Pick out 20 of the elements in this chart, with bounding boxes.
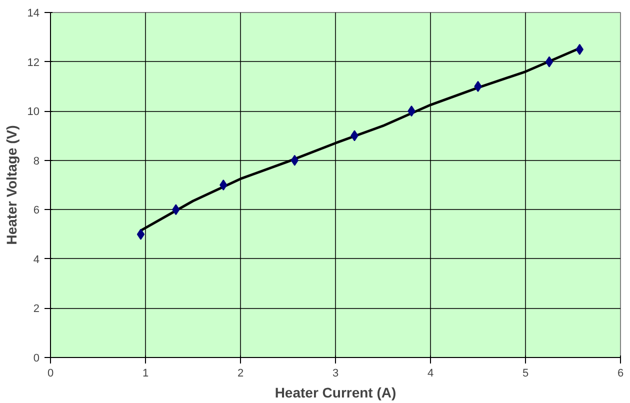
y-tick-label: 14 — [27, 8, 40, 20]
x-tick-label: 3 — [332, 368, 339, 380]
x-tick-label: 5 — [522, 368, 529, 380]
y-tick-label: 0 — [33, 352, 40, 364]
point — [136, 228, 145, 240]
y-tick-label: 12 — [27, 56, 40, 69]
y-tick-label: 8 — [33, 155, 40, 168]
y-tick-label: 4 — [33, 254, 40, 266]
y-tick-label: 10 — [27, 106, 40, 118]
y-tick-label: 6 — [33, 204, 40, 217]
x-tick-label: 1 — [142, 368, 149, 380]
y-tick-label: 2 — [33, 303, 40, 316]
x-tick-label: 2 — [237, 368, 244, 380]
point — [545, 56, 554, 68]
y-axis-title: Heater Voltage (V) — [3, 125, 20, 245]
x-tick-label: 4 — [427, 368, 434, 380]
point — [220, 180, 228, 190]
x-axis-title: Heater Current (A) — [274, 384, 396, 400]
x-tick-label: 0 — [47, 368, 54, 380]
x-tick-label: 6 — [617, 368, 624, 380]
